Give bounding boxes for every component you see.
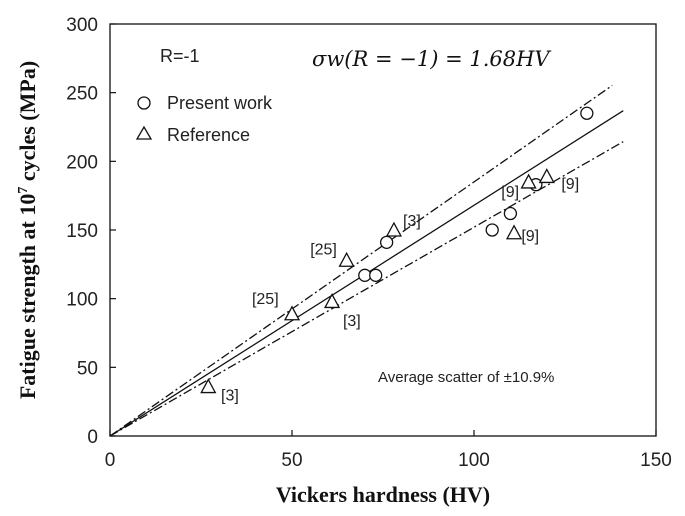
y-tick-label: 150 bbox=[66, 221, 98, 242]
formula-text: σw(R = −1) = 1.68HV bbox=[312, 47, 551, 71]
x-axis-title: Vickers hardness (HV) bbox=[276, 482, 490, 507]
y-tick-label: 200 bbox=[66, 152, 98, 173]
present-work-point bbox=[358, 268, 372, 282]
reference-point bbox=[338, 251, 355, 267]
scatter-note: Average scatter of ±10.9% bbox=[378, 369, 554, 386]
x-tick-label: 150 bbox=[640, 450, 672, 471]
reference-citation-label: [3] bbox=[403, 213, 421, 230]
reference-point bbox=[200, 378, 217, 394]
point-labels: [3] [25] [3] [25] [3] [9] [9] [9] bbox=[221, 176, 579, 404]
data-markers bbox=[200, 106, 594, 394]
reference-citation-label: [9] bbox=[501, 184, 519, 201]
present-work-point bbox=[369, 268, 383, 282]
reference-citation-label: [25] bbox=[252, 291, 279, 308]
y-tick-label: 0 bbox=[87, 427, 98, 448]
reference-citation-label: [25] bbox=[310, 242, 337, 259]
present-work-point bbox=[580, 106, 594, 120]
present-work-point bbox=[485, 223, 499, 237]
legend: Present work Reference bbox=[135, 93, 273, 145]
axis-ticks: 0 50 100 150 0 50 100 150 200 250 300 bbox=[66, 15, 672, 471]
y-tick-label: 50 bbox=[77, 358, 98, 379]
scatter-band-line-2 bbox=[109, 141, 624, 437]
legend-triangle-marker bbox=[135, 125, 153, 140]
x-tick-label: 100 bbox=[458, 450, 490, 471]
reference-point bbox=[520, 173, 537, 189]
y-axis-title: Fatigue strength at 107 cycles (MPa) bbox=[15, 61, 40, 399]
reference-citation-label: [3] bbox=[221, 387, 239, 404]
legend-label-present-work: Present work bbox=[167, 93, 273, 113]
reference-citation-label: [3] bbox=[343, 313, 361, 330]
reference-point bbox=[323, 293, 341, 309]
y-tick-label: 100 bbox=[66, 290, 98, 311]
present-work-point bbox=[503, 206, 518, 221]
y-axis-title-main: Fatigue strength at 10 bbox=[15, 194, 40, 400]
reference-point bbox=[538, 168, 555, 184]
y-axis-title-exponent: 7 bbox=[16, 187, 31, 194]
x-tick-label: 50 bbox=[281, 450, 302, 471]
reference-point bbox=[385, 221, 403, 237]
reference-citation-label: [9] bbox=[561, 176, 579, 193]
reference-point bbox=[505, 224, 523, 240]
stress-ratio-label: R=-1 bbox=[160, 46, 200, 66]
legend-circle-marker bbox=[137, 96, 151, 110]
y-axis-title-units: cycles (MPa) bbox=[15, 61, 40, 187]
present-work-point bbox=[379, 235, 394, 250]
reference-point bbox=[283, 305, 301, 321]
x-tick-label: 0 bbox=[105, 450, 116, 471]
reference-citation-label: [9] bbox=[521, 228, 539, 245]
scatter-band-line-1 bbox=[109, 84, 613, 437]
legend-label-reference: Reference bbox=[167, 125, 250, 145]
y-tick-label: 250 bbox=[66, 84, 98, 105]
y-tick-label: 300 bbox=[66, 15, 98, 36]
